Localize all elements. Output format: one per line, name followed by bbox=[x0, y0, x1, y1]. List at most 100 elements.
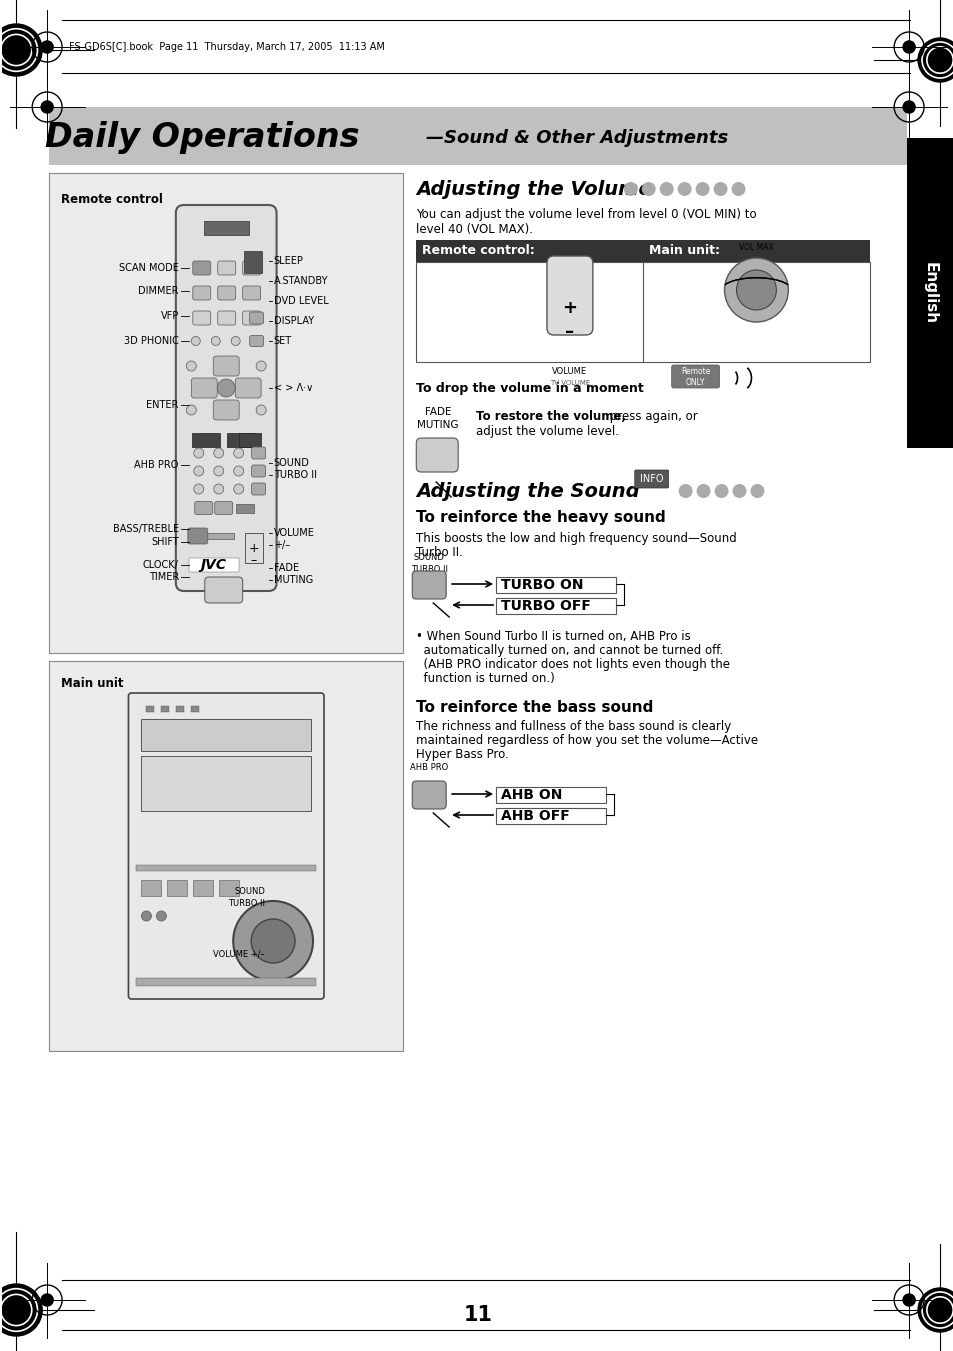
Text: English: English bbox=[922, 262, 937, 324]
Text: TURBO II: TURBO II bbox=[228, 898, 265, 908]
FancyBboxPatch shape bbox=[192, 378, 217, 399]
Text: TIMER: TIMER bbox=[149, 571, 178, 582]
Circle shape bbox=[714, 484, 728, 499]
Text: INFO: INFO bbox=[639, 474, 662, 484]
Circle shape bbox=[0, 1283, 42, 1336]
Circle shape bbox=[193, 449, 204, 458]
Text: CLOCK/: CLOCK/ bbox=[143, 561, 178, 570]
Text: –: – bbox=[565, 323, 574, 340]
Circle shape bbox=[750, 484, 763, 499]
FancyBboxPatch shape bbox=[242, 261, 260, 276]
Bar bbox=[141, 880, 161, 896]
Text: Remote
ONLY: Remote ONLY bbox=[680, 367, 710, 386]
Circle shape bbox=[192, 336, 200, 346]
Circle shape bbox=[902, 1293, 915, 1306]
Bar bbox=[161, 707, 170, 712]
Text: Remote control: Remote control bbox=[61, 193, 163, 205]
Circle shape bbox=[40, 100, 53, 113]
FancyBboxPatch shape bbox=[129, 693, 324, 998]
Bar bbox=[227, 434, 254, 447]
Circle shape bbox=[732, 484, 745, 499]
Circle shape bbox=[251, 336, 260, 346]
Text: VFP: VFP bbox=[160, 311, 178, 322]
Text: VOLUME +/–: VOLUME +/– bbox=[213, 950, 265, 958]
FancyBboxPatch shape bbox=[188, 528, 208, 544]
Bar bbox=[136, 978, 315, 986]
Bar bbox=[235, 504, 253, 513]
FancyBboxPatch shape bbox=[193, 286, 211, 300]
Bar bbox=[496, 808, 605, 824]
Text: Adjusting the Sound: Adjusting the Sound bbox=[416, 482, 639, 501]
Text: +/–: +/– bbox=[274, 540, 290, 550]
Circle shape bbox=[695, 182, 709, 196]
Text: MUTING: MUTING bbox=[274, 576, 313, 585]
FancyBboxPatch shape bbox=[252, 465, 265, 477]
Circle shape bbox=[902, 41, 915, 54]
Bar bbox=[189, 534, 233, 539]
Circle shape bbox=[696, 484, 710, 499]
Text: AHB ON: AHB ON bbox=[500, 788, 562, 802]
FancyBboxPatch shape bbox=[217, 311, 235, 326]
Text: —Sound & Other Adjustments: —Sound & Other Adjustments bbox=[426, 128, 728, 147]
Text: FADE: FADE bbox=[274, 563, 298, 573]
Text: ENTER: ENTER bbox=[147, 400, 178, 409]
Text: To restore the volume,: To restore the volume, bbox=[476, 409, 625, 423]
Bar bbox=[192, 434, 219, 447]
Text: SOUND: SOUND bbox=[234, 886, 265, 896]
FancyBboxPatch shape bbox=[412, 781, 446, 809]
Text: SHIFT: SHIFT bbox=[151, 536, 178, 547]
Circle shape bbox=[731, 182, 744, 196]
Text: TURBO OFF: TURBO OFF bbox=[500, 598, 590, 613]
Bar bbox=[50, 173, 403, 653]
Text: BASS/TREBLE: BASS/TREBLE bbox=[112, 524, 178, 534]
Text: SET: SET bbox=[274, 336, 292, 346]
Bar bbox=[496, 788, 605, 802]
Circle shape bbox=[40, 1293, 53, 1306]
Bar bbox=[50, 661, 403, 1051]
Text: VOLUME: VOLUME bbox=[274, 528, 314, 538]
Circle shape bbox=[233, 449, 243, 458]
Text: (AHB PRO indicator does not lights even though the: (AHB PRO indicator does not lights even … bbox=[416, 658, 729, 671]
FancyBboxPatch shape bbox=[634, 470, 668, 488]
Circle shape bbox=[231, 336, 240, 346]
Circle shape bbox=[256, 405, 266, 415]
Circle shape bbox=[193, 484, 204, 494]
Text: A.STANDBY: A.STANDBY bbox=[274, 276, 328, 286]
Circle shape bbox=[623, 182, 637, 196]
Text: Turbo II.: Turbo II. bbox=[416, 546, 462, 559]
FancyBboxPatch shape bbox=[416, 438, 457, 471]
Text: Hyper Bass Pro.: Hyper Bass Pro. bbox=[416, 748, 509, 761]
Circle shape bbox=[40, 41, 53, 54]
Bar bbox=[204, 222, 249, 235]
Bar bbox=[136, 865, 315, 871]
FancyBboxPatch shape bbox=[217, 261, 235, 276]
Text: –: – bbox=[251, 554, 256, 567]
Circle shape bbox=[186, 361, 196, 372]
Text: AHB PRO: AHB PRO bbox=[410, 762, 448, 771]
FancyBboxPatch shape bbox=[250, 335, 263, 346]
Circle shape bbox=[141, 911, 152, 921]
Text: MUTING: MUTING bbox=[417, 420, 458, 430]
Circle shape bbox=[233, 484, 243, 494]
Text: SLEEP: SLEEP bbox=[274, 255, 303, 266]
Circle shape bbox=[641, 182, 655, 196]
FancyBboxPatch shape bbox=[205, 577, 242, 603]
FancyBboxPatch shape bbox=[217, 286, 235, 300]
Text: function is turned on.): function is turned on.) bbox=[416, 671, 555, 685]
FancyBboxPatch shape bbox=[213, 357, 239, 376]
Text: 3D PHONIC: 3D PHONIC bbox=[124, 336, 178, 346]
Circle shape bbox=[233, 466, 243, 476]
Bar bbox=[193, 880, 213, 896]
Text: To reinforce the heavy sound: To reinforce the heavy sound bbox=[416, 509, 665, 526]
Text: Main unit: Main unit bbox=[61, 677, 124, 690]
Text: Daily Operations: Daily Operations bbox=[45, 122, 358, 154]
Bar bbox=[243, 251, 261, 273]
Text: To drop the volume in a moment: To drop the volume in a moment bbox=[416, 382, 643, 394]
Circle shape bbox=[713, 182, 727, 196]
Circle shape bbox=[156, 911, 166, 921]
Text: SOUND: SOUND bbox=[274, 458, 309, 467]
Text: Main unit:: Main unit: bbox=[648, 245, 719, 258]
Bar bbox=[141, 719, 311, 751]
FancyBboxPatch shape bbox=[193, 261, 211, 276]
FancyBboxPatch shape bbox=[252, 484, 265, 494]
